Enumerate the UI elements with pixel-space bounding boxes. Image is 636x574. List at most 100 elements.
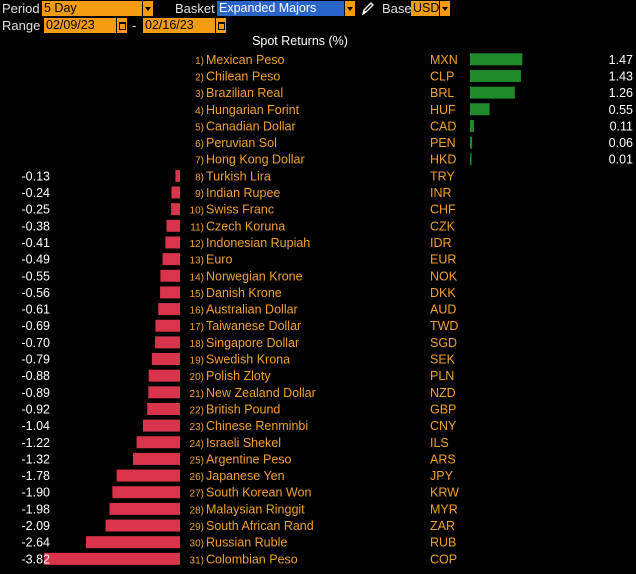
rank-label: 28) [190, 505, 204, 516]
positive-bar [470, 86, 515, 99]
currency-code: SEK [430, 353, 456, 367]
rank-label: 12) [190, 239, 204, 250]
currency-code: GBP [430, 402, 456, 416]
rank-label: 27) [190, 489, 204, 500]
currency-name: Hong Kong Dollar [206, 153, 305, 167]
currency-code: KRW [430, 486, 459, 500]
negative-bar [171, 203, 180, 216]
currency-name: Euro [206, 253, 232, 267]
value-label: 1.47 [609, 53, 633, 67]
rank-label: 18) [190, 339, 204, 350]
currency-name: Mexican Peso [206, 53, 285, 67]
currency-name: Indian Rupee [206, 186, 280, 200]
value-label: -1.98 [22, 502, 51, 516]
currency-code: COP [430, 552, 457, 566]
value-label: -2.09 [22, 519, 51, 533]
currency-code: MXN [430, 53, 458, 67]
negative-bar [160, 269, 180, 282]
rank-label: 4) [195, 106, 204, 117]
currency-name: Japanese Yen [206, 469, 285, 483]
negative-bar [155, 336, 180, 349]
spot-returns-chart: Spot Returns (%)1) Mexican Peso MXN 1.472) C… [22, 34, 634, 566]
negative-bar [147, 402, 180, 415]
currency-code: ZAR [430, 519, 455, 533]
range-separator: - [132, 18, 137, 33]
negative-bar [155, 319, 180, 332]
currency-code: TRY [430, 169, 455, 183]
negative-bar [166, 219, 180, 232]
negative-bar [171, 186, 180, 199]
currency-code: TWD [430, 319, 458, 333]
rank-label: 23) [190, 422, 204, 433]
currency-code: CNY [430, 419, 457, 433]
period-dropdown-icon[interactable] [142, 1, 153, 16]
currency-code: SGD [430, 336, 457, 350]
currency-code: HUF [430, 103, 456, 117]
value-label: -1.32 [22, 452, 51, 466]
value-label: -0.24 [22, 186, 51, 200]
basket-select[interactable]: Expanded Majors [217, 1, 344, 16]
positive-bar [470, 136, 473, 149]
value-label: -0.38 [22, 219, 51, 233]
rank-label: 30) [190, 539, 204, 550]
rank-label: 9) [195, 189, 204, 200]
currency-code: RUB [430, 536, 456, 550]
rank-label: 20) [190, 372, 204, 383]
negative-bar [136, 436, 180, 449]
negative-bar [133, 452, 180, 465]
negative-bar [160, 286, 180, 299]
currency-name: Chilean Peso [206, 69, 280, 83]
currency-name: Colombian Peso [206, 552, 298, 566]
value-label: 1.26 [609, 86, 633, 100]
currency-name: Polish Zloty [206, 369, 271, 383]
rank-label: 5) [195, 122, 204, 133]
currency-name: Brazilian Real [206, 86, 283, 100]
value-label: -0.61 [22, 303, 51, 317]
rank-label: 17) [190, 322, 204, 333]
rank-label: 29) [190, 522, 204, 533]
base-dropdown-icon[interactable] [439, 1, 450, 16]
positive-bar [470, 119, 474, 132]
rank-label: 19) [190, 356, 204, 367]
rank-label: 10) [190, 206, 204, 217]
currency-name: Canadian Dollar [206, 119, 296, 133]
rank-label: 11) [190, 222, 204, 233]
rank-label: 25) [190, 455, 204, 466]
value-label: -1.78 [22, 469, 51, 483]
currency-name: Chinese Renminbi [206, 419, 308, 433]
range-start-input[interactable]: 02/09/23 [44, 18, 116, 33]
base-select[interactable]: USD [411, 1, 439, 16]
value-label: -1.22 [22, 436, 51, 450]
basket-dropdown-icon[interactable] [344, 1, 355, 16]
rank-label: 16) [190, 306, 204, 317]
currency-name: Taiwanese Dollar [206, 319, 301, 333]
rank-label: 21) [190, 389, 204, 400]
currency-name: British Pound [206, 402, 280, 416]
basket-label: Basket [175, 1, 215, 16]
currency-name: Swiss Franc [206, 203, 274, 217]
currency-code: HKD [430, 153, 456, 167]
rank-label: 31) [190, 555, 204, 566]
period-select[interactable]: 5 Day [42, 1, 142, 16]
currency-code: NOK [430, 269, 458, 283]
currency-name: New Zealand Dollar [206, 386, 316, 400]
currency-name: Danish Krone [206, 286, 282, 300]
rank-label: 26) [190, 472, 204, 483]
pencil-icon[interactable] [360, 0, 376, 17]
range-end-calendar-icon[interactable] [215, 18, 226, 33]
positive-bar [470, 153, 472, 166]
currency-code: EUR [430, 253, 456, 267]
value-label: -0.49 [22, 253, 51, 267]
rank-label: 7) [195, 156, 204, 167]
currency-code: CZK [430, 219, 456, 233]
range-end-input[interactable]: 02/16/23 [143, 18, 215, 33]
value-label: 0.01 [609, 153, 633, 167]
range-start-calendar-icon[interactable] [116, 18, 127, 33]
currency-code: BRL [430, 86, 454, 100]
value-label: -0.88 [22, 369, 51, 383]
value-label: -0.89 [22, 386, 51, 400]
currency-name: Hungarian Forint [206, 103, 300, 117]
currency-code: PEN [430, 136, 456, 150]
currency-name: Swedish Krona [206, 353, 290, 367]
currency-code: IDR [430, 236, 452, 250]
